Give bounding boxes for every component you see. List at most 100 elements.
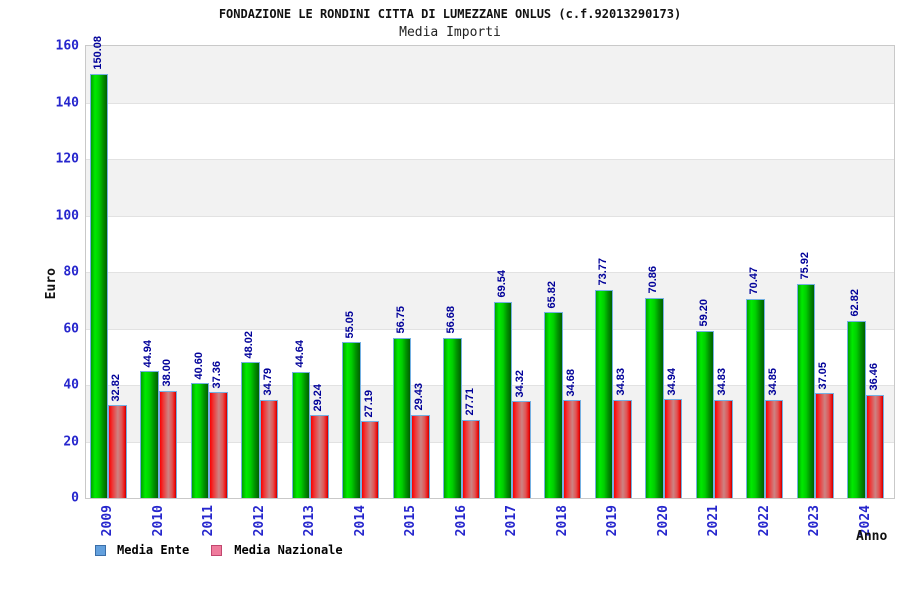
y-tick-label-40: 40 [63, 377, 79, 393]
x-tick-label-2021: 2021 [706, 505, 721, 537]
bar-value-label: 150.08 [91, 36, 104, 71]
bar-media-nazionale-2024 [865, 395, 884, 498]
bar-media-nazionale-2009 [108, 405, 127, 498]
bar-value-label: 27.71 [463, 388, 476, 416]
bar-media-nazionale-2020 [663, 399, 682, 498]
gridline [86, 328, 894, 330]
bar-media-nazionale-2011 [209, 392, 228, 498]
bar-media-ente-2016 [443, 337, 462, 498]
bar-value-label: 75.92 [798, 252, 811, 280]
bar-media-nazionale-2012 [259, 399, 278, 498]
gridline [86, 441, 894, 443]
bar-media-nazionale-2019 [613, 399, 632, 498]
bar-value-label: 38.00 [160, 359, 173, 387]
x-tick-label-2012: 2012 [251, 505, 267, 537]
bar-media-nazionale-2017 [512, 401, 531, 498]
gridline [86, 159, 894, 160]
bar-value-label: 70.86 [647, 266, 660, 294]
x-axis-label: Anno [856, 529, 888, 544]
bar-media-ente-2014 [342, 342, 361, 498]
bar-value-label: 37.05 [817, 361, 830, 390]
bar-value-label: 34.83 [615, 368, 628, 396]
legend-label-media-nazionale: Media Nazionale [234, 543, 343, 557]
chart-subtitle: Media Importi [399, 25, 501, 40]
bar-media-nazionale-2022 [764, 399, 783, 498]
bar-value-label: 44.64 [293, 340, 306, 368]
chart-title: FONDAZIONE LE RONDINI CITTA DI LUMEZZANE… [218, 7, 682, 21]
bar-value-label: 40.60 [192, 351, 205, 380]
bar-media-ente-2018 [544, 312, 563, 498]
bar-value-label: 73.77 [596, 258, 609, 286]
bar-media-ente-2010 [140, 371, 159, 498]
y-tick-label-160: 160 [55, 38, 79, 54]
bar-media-ente-2023 [796, 283, 815, 498]
plot-area: 0 20 40 60 80 100 120 140 160 150.08 32.82 2009 44.9… [56, 36, 895, 536]
bar-media-ente-2015 [392, 337, 411, 498]
bar-value-label: 70.47 [748, 267, 761, 295]
grid-band [86, 46, 894, 103]
x-tick-label-2016: 2016 [453, 505, 469, 537]
y-tick-label-140: 140 [55, 95, 79, 110]
bar-value-label: 56.68 [445, 306, 458, 334]
bar-media-ente-2021 [695, 330, 714, 498]
x-tick-label-2013: 2013 [302, 505, 317, 537]
bar-media-nazionale-2023 [815, 393, 834, 498]
bar-value-label: 32.82 [110, 373, 123, 402]
bar-value-label: 34.83 [716, 368, 729, 396]
gridline [86, 385, 894, 386]
bar-media-nazionale-2014 [360, 421, 379, 498]
bar-value-label: 44.94 [142, 339, 155, 368]
gridline [86, 102, 894, 104]
y-tick-label-0: 0 [71, 490, 79, 506]
gridline [86, 272, 894, 273]
bar-value-label: 48.02 [243, 330, 256, 359]
bar-value-label: 59.20 [697, 299, 710, 327]
y-tick-label-100: 100 [55, 208, 79, 223]
bar-media-nazionale-2015 [411, 414, 430, 498]
bar-media-ente-2011 [190, 383, 209, 498]
bar-media-ente-2012 [241, 362, 260, 498]
bar-media-nazionale-2021 [714, 399, 733, 498]
bar-media-nazionale-2018 [562, 400, 581, 498]
x-tick-label-2017: 2017 [504, 505, 519, 537]
grid-band [86, 215, 894, 272]
bar-value-label: 65.82 [546, 280, 559, 309]
y-tick-label-60: 60 [63, 321, 79, 336]
x-tick-label-2020: 2020 [655, 505, 671, 537]
x-tick-label-2018: 2018 [554, 505, 570, 537]
bar-value-label: 34.85 [766, 368, 779, 396]
bar-value-label: 34.94 [665, 367, 678, 396]
bar-value-label: 29.43 [413, 383, 426, 411]
bar-value-label: 69.54 [495, 270, 508, 298]
legend-label-media-ente: Media Ente [117, 543, 190, 557]
grid-band [86, 159, 894, 216]
y-tick-label-20: 20 [63, 434, 79, 449]
bar-media-nazionale-2016 [461, 419, 480, 498]
bar-value-label: 29.24 [312, 383, 325, 412]
bar-media-ente-2022 [746, 298, 765, 498]
bar-media-ente-2019 [594, 289, 613, 498]
legend-swatch-media-nazionale [211, 544, 223, 556]
x-tick-label-2022: 2022 [756, 505, 772, 537]
grid-band [86, 102, 894, 159]
bar-value-label: 55.05 [344, 310, 357, 339]
y-tick-label-80: 80 [63, 264, 79, 280]
x-tick-label-2015: 2015 [403, 505, 418, 537]
grid-band [86, 272, 894, 329]
bar-value-label: 34.79 [261, 368, 274, 396]
gridline [86, 215, 894, 217]
bar-value-label: 36.46 [867, 363, 880, 392]
bar-media-nazionale-2010 [158, 390, 177, 498]
x-tick-label-2023: 2023 [807, 505, 822, 537]
bar-value-label: 62.82 [849, 289, 862, 317]
bar-value-label: 56.75 [394, 306, 407, 334]
x-tick-label-2010: 2010 [150, 505, 166, 537]
y-axis-label: Euro [44, 268, 59, 300]
bar-value-label: 34.68 [564, 368, 577, 397]
x-tick-label-2014: 2014 [352, 505, 368, 537]
bar-media-ente-2017 [493, 301, 512, 498]
bar-media-ente-2009 [89, 74, 108, 498]
bar-media-ente-2013 [291, 371, 310, 498]
x-tick-label-2009: 2009 [100, 505, 115, 537]
